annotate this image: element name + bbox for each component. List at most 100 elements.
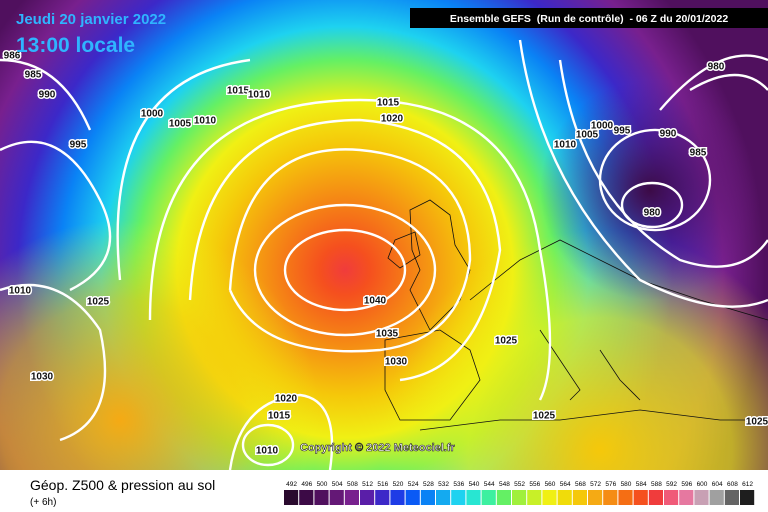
scale-label: 528: [423, 481, 434, 488]
scale-swatch: [299, 490, 314, 505]
scale-swatch: [314, 490, 329, 505]
isobar-label: 995: [70, 140, 87, 151]
scale-label: 504: [332, 481, 343, 488]
date: Jeudi 20 janvier 2022: [16, 11, 166, 28]
isobar-label: 1025: [746, 417, 768, 428]
scale-label: 496: [301, 481, 312, 488]
scale-swatch: [694, 490, 709, 505]
isobar-label: 980: [708, 62, 725, 73]
scale-label: 532: [438, 481, 449, 488]
scale-label: 588: [651, 481, 662, 488]
scale-swatch: [405, 490, 420, 505]
isobar-label: 1010: [248, 90, 271, 101]
copyright: Copyright © 2022 Meteociel.fr: [300, 442, 456, 454]
scale-label: 608: [727, 481, 738, 488]
isobar-label: 990: [39, 90, 56, 101]
isobar-label: 1000: [141, 109, 164, 120]
scale-swatch: [679, 490, 694, 505]
scale-swatch: [360, 490, 375, 505]
scale-swatch: [284, 490, 299, 505]
scale-label: 552: [514, 481, 525, 488]
isobar-label: 1010: [194, 116, 217, 127]
scale-label: 600: [697, 481, 708, 488]
isobar-label: 985: [690, 148, 707, 159]
scale-swatch: [572, 490, 587, 505]
scale-label: 548: [499, 481, 510, 488]
scale-swatch: [375, 490, 390, 505]
scale-label: 568: [575, 481, 586, 488]
isobar-label: 1030: [385, 357, 408, 368]
isobar-label: 1030: [31, 372, 54, 383]
z500-low: [0, 0, 768, 470]
isobars: [0, 39, 768, 471]
scale-label: 520: [393, 481, 404, 488]
scale-swatch: [390, 490, 405, 505]
scale-label: 584: [636, 481, 647, 488]
scale-label: 564: [560, 481, 571, 488]
scale-swatch: [557, 490, 572, 505]
scale-label: 516: [377, 481, 388, 488]
scale-swatch: [466, 490, 481, 505]
scale-swatch: [451, 490, 466, 505]
scale-label: 596: [681, 481, 692, 488]
scale-label: 604: [712, 481, 723, 488]
isobar-label: 1010: [9, 286, 32, 297]
scale-swatch: [709, 490, 724, 505]
scale-label: 612: [742, 481, 753, 488]
scale-swatch: [496, 490, 511, 505]
isobar-label: 1025: [495, 336, 518, 347]
scale-swatch: [344, 490, 359, 505]
scale-swatch: [420, 490, 435, 505]
isobar-label: 980: [644, 208, 661, 219]
isobar-label: 1025: [87, 297, 110, 308]
scale-swatch: [542, 490, 557, 505]
color-scale: 492 496 500 504 508 512 516 520 524 528 532 536 540 5…: [284, 481, 755, 505]
isobar-label: 1010: [256, 446, 279, 457]
scale-swatch: [603, 490, 618, 505]
isobar-label: 1020: [381, 114, 404, 125]
footer-lead: (+ 6h): [30, 497, 56, 508]
scale-swatch: [329, 490, 344, 505]
scale-swatch: [648, 490, 663, 505]
isobar-label: 990: [660, 129, 677, 140]
scale-swatch: [633, 490, 648, 505]
isobar-label: 985: [25, 70, 42, 81]
scale-label: 556: [529, 481, 540, 488]
run-box: [410, 8, 768, 28]
isobar-label: 1020: [275, 394, 298, 405]
isobar-label: 986: [4, 51, 21, 62]
local-time: 13:00 locale: [16, 34, 135, 57]
scale-label: 524: [408, 481, 419, 488]
scale-label: 536: [453, 481, 464, 488]
isobar-label: 1015: [227, 86, 250, 97]
scale-swatch: [664, 490, 679, 505]
scale-swatch: [436, 490, 451, 505]
scale-swatch: [724, 490, 739, 505]
scale-label: 572: [590, 481, 601, 488]
isobar-label: 1005: [169, 119, 192, 130]
coastlines: [384, 199, 768, 431]
scale-label: 540: [469, 481, 480, 488]
scale-swatch: [740, 490, 755, 505]
isobar-label: 1005: [576, 130, 599, 141]
scale-swatch: [527, 490, 542, 505]
scale-label: 544: [484, 481, 495, 488]
isobar-label: 1040: [364, 296, 387, 307]
scale-swatch: [512, 490, 527, 505]
isobar-label: 1025: [533, 411, 556, 422]
run-info: Ensemble GEFS (Run de contrôle) - 06 Z d…: [450, 13, 728, 25]
scale-swatch: [588, 490, 603, 505]
scale-label: 500: [317, 481, 328, 488]
scale-label: 580: [621, 481, 632, 488]
scale-label: 560: [545, 481, 556, 488]
scale-label: 592: [666, 481, 677, 488]
isobar-label: 1015: [377, 98, 400, 109]
isobar-label: 1010: [554, 140, 577, 151]
scale-label: 512: [362, 481, 373, 488]
isobar-label: 1015: [268, 411, 291, 422]
scale-swatch: [481, 490, 496, 505]
scale-label: 508: [347, 481, 358, 488]
